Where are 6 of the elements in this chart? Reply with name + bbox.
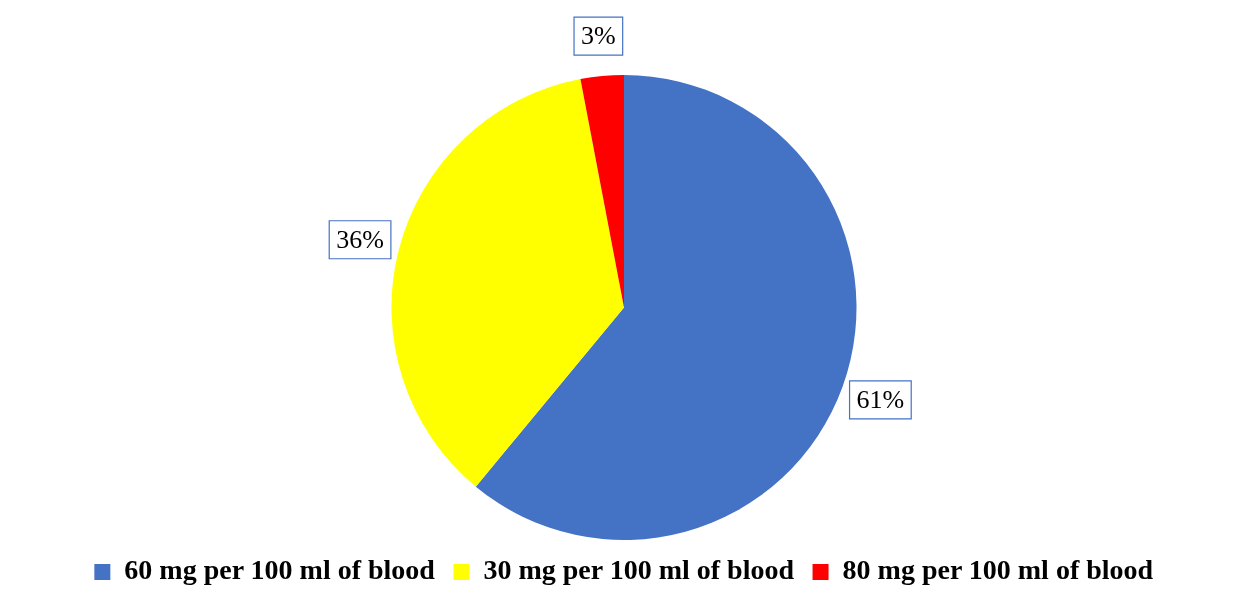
data-label: 61% xyxy=(856,384,905,414)
data-label: 36% xyxy=(336,224,384,254)
legend-label: 30 mg per 100 ml of blood xyxy=(483,554,795,586)
legend-label: 60 mg per 100 ml of blood xyxy=(124,554,436,586)
data-label: 3% xyxy=(581,21,616,51)
legend-label: 80 mg per 100 ml of blood xyxy=(842,554,1154,586)
